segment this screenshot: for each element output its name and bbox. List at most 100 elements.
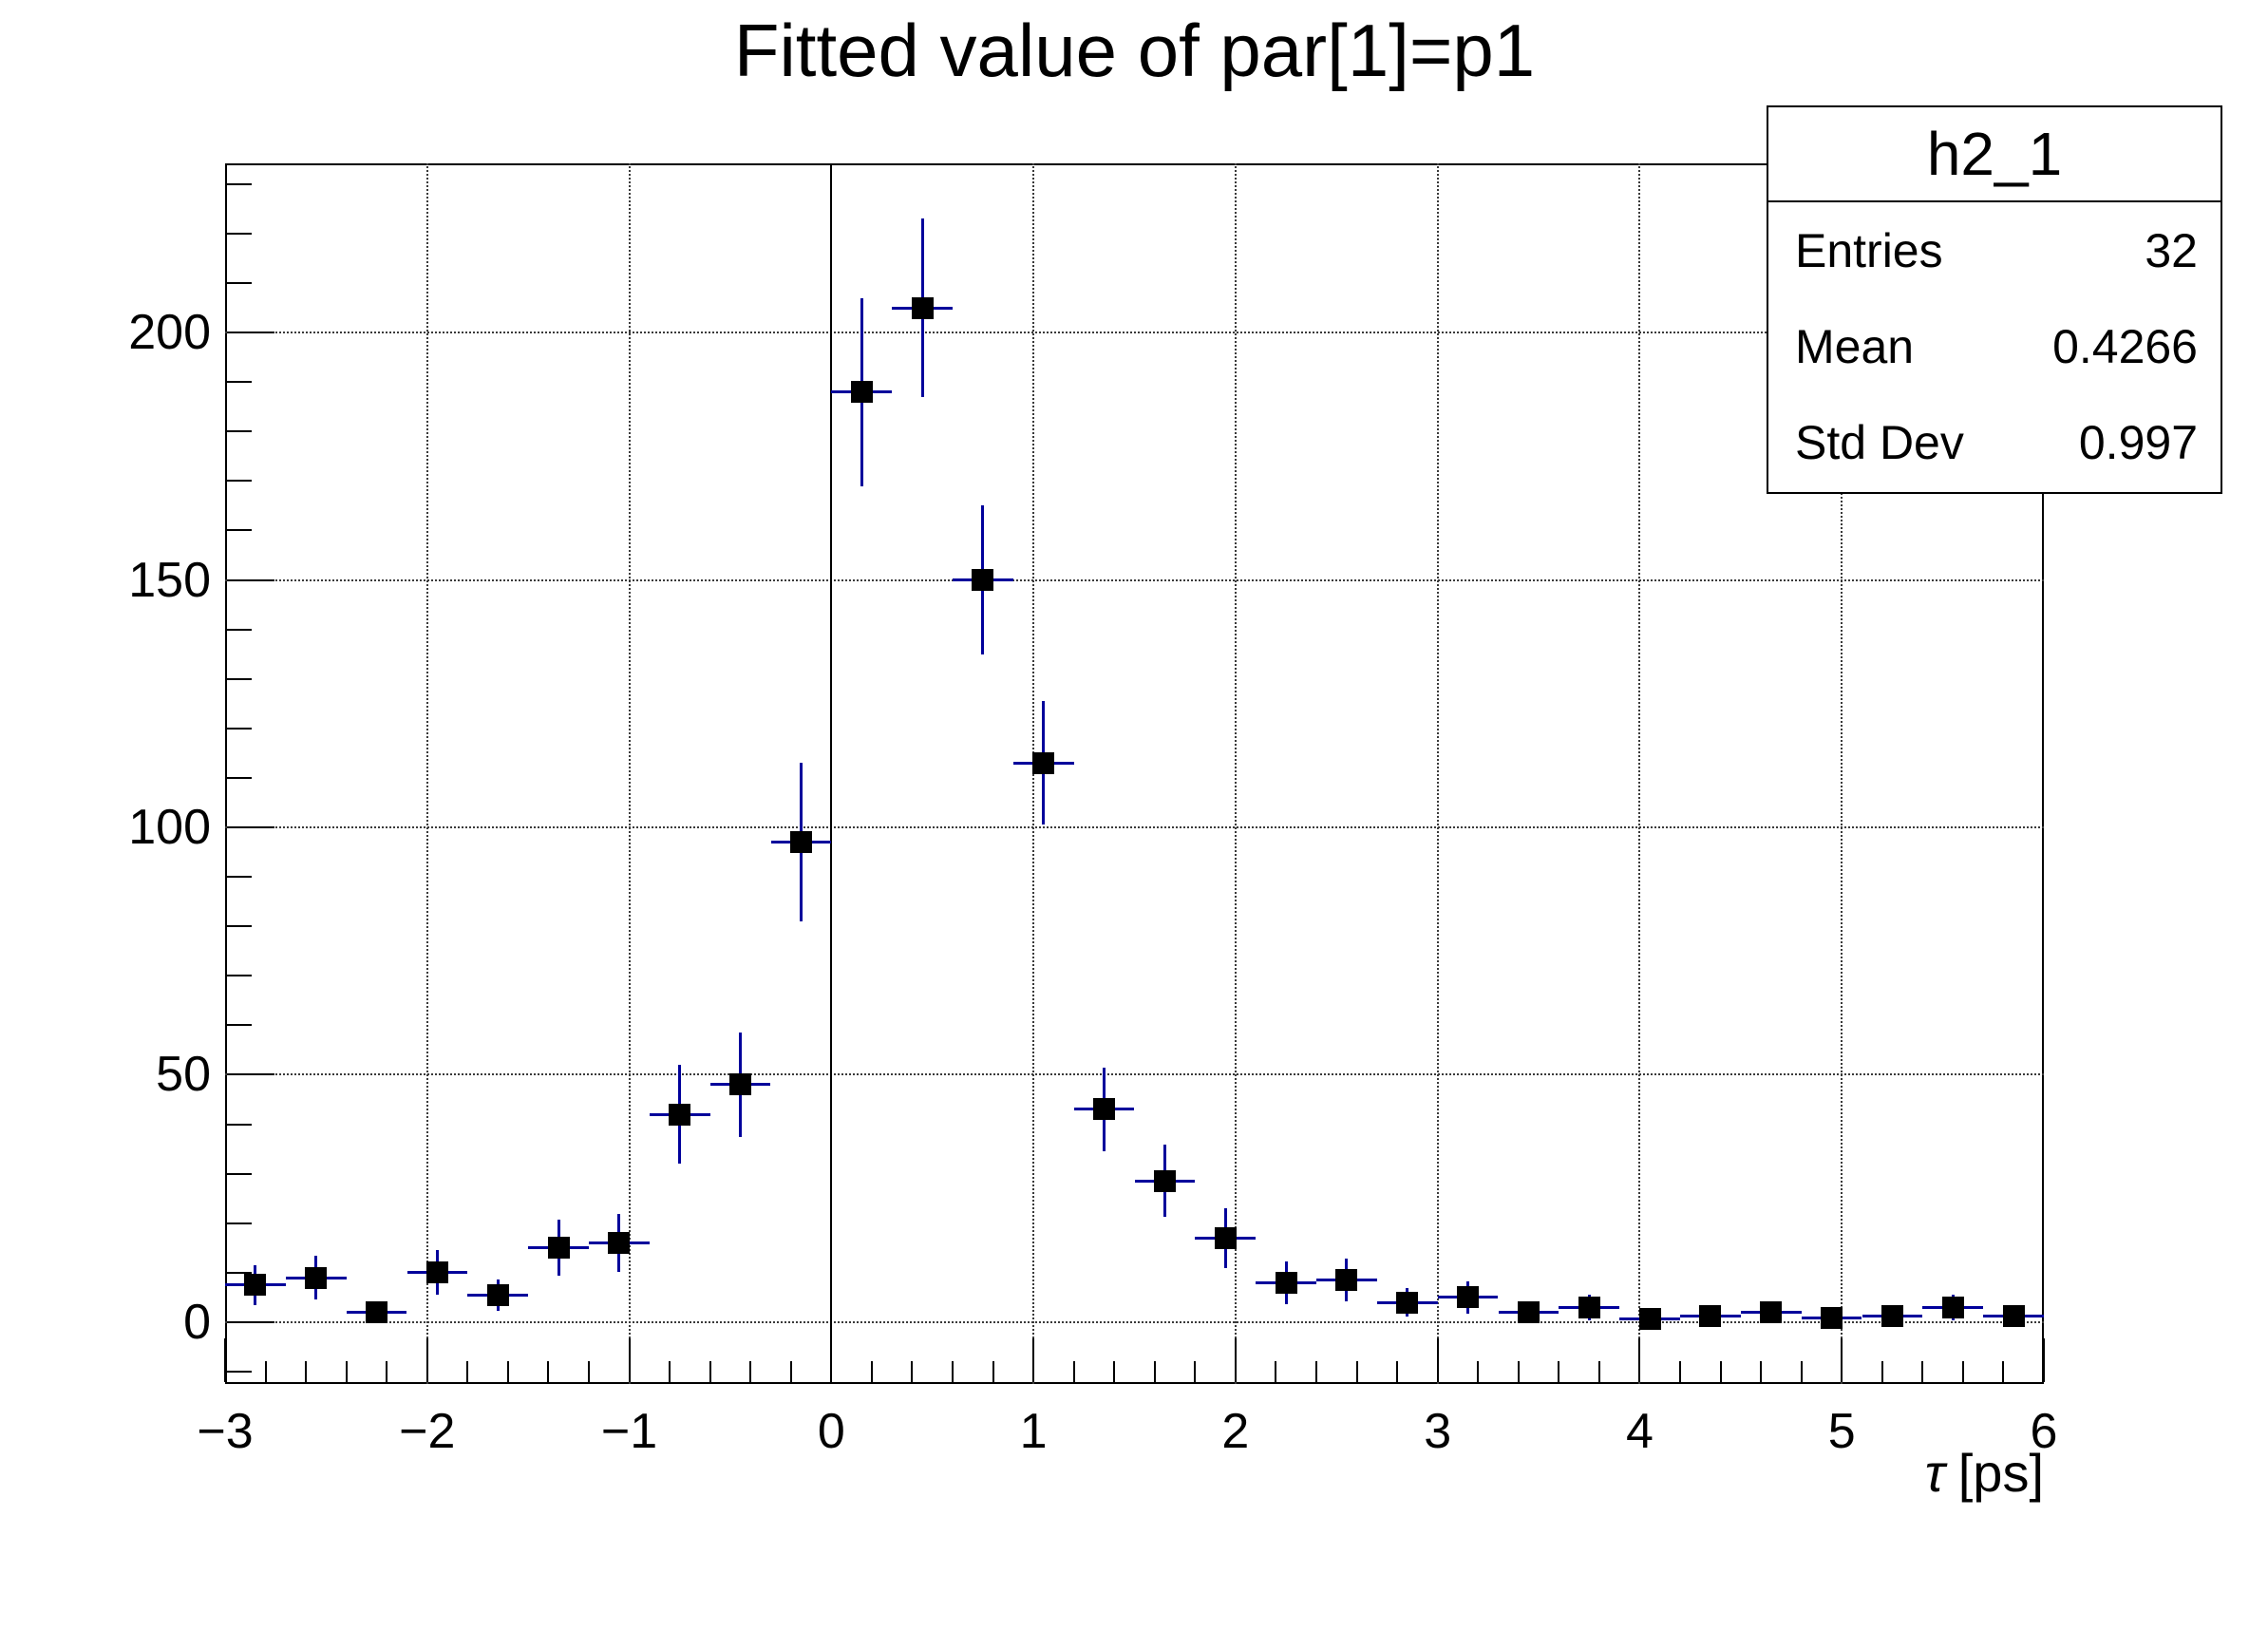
x-tick-label: 4 [1625, 1404, 1654, 1459]
data-point-marker [1699, 1305, 1722, 1328]
x-major-tick [1032, 1338, 1035, 1382]
x-minor-tick [2002, 1361, 2005, 1382]
x-major-tick [425, 1338, 428, 1382]
data-point-marker [547, 1237, 570, 1260]
y-major-tick [227, 332, 274, 334]
y-minor-tick [227, 1271, 252, 1274]
vertical-gridline [1436, 163, 1439, 1384]
x-minor-tick [749, 1361, 752, 1382]
vertical-gridline [1234, 163, 1237, 1384]
plot-frame [225, 163, 2044, 1384]
x-minor-tick [1961, 1361, 1964, 1382]
stats-row-mean: Mean 0.4266 [1795, 298, 2198, 394]
stats-row-stddev: Std Dev 0.997 [1795, 394, 2198, 490]
x-tick-label: 1 [1019, 1404, 1048, 1459]
x-minor-tick [1921, 1361, 1924, 1382]
x-minor-tick [669, 1361, 671, 1382]
stats-box-rows: Entries 32 Mean 0.4266 Std Dev 0.997 [1768, 202, 2221, 490]
x-minor-tick [1477, 1361, 1480, 1382]
y-tick-label: 200 [128, 305, 211, 361]
y-minor-tick [227, 282, 252, 285]
horizontal-gridline [225, 578, 2044, 581]
y-minor-tick [227, 727, 252, 730]
y-minor-tick [227, 628, 252, 631]
data-point-marker [911, 296, 934, 319]
x-major-tick [1638, 1338, 1641, 1382]
y-minor-tick [227, 381, 252, 384]
data-point-marker [1032, 751, 1055, 774]
vertical-gridline [425, 163, 428, 1384]
data-point-marker [850, 381, 873, 404]
x-tick-label: 0 [817, 1404, 845, 1459]
data-point-marker [1760, 1300, 1783, 1323]
data-point-marker [608, 1232, 631, 1255]
data-point-marker [1941, 1296, 1964, 1318]
data-point-marker [729, 1073, 752, 1096]
y-major-tick [227, 578, 274, 581]
x-major-tick [224, 1338, 226, 1382]
vertical-gridline [1841, 163, 1843, 1384]
x-major-tick [830, 1338, 833, 1382]
y-minor-tick [227, 975, 252, 977]
x-tick-label: −3 [197, 1404, 254, 1459]
data-point-marker [1457, 1286, 1480, 1309]
data-point-marker [972, 569, 994, 592]
x-minor-tick [1679, 1361, 1681, 1382]
x-minor-tick [1719, 1361, 1722, 1382]
stats-label-entries: Entries [1795, 223, 1943, 277]
x-minor-tick [1315, 1361, 1317, 1382]
x-major-tick [1234, 1338, 1237, 1382]
x-minor-tick [506, 1361, 509, 1382]
y-tick-label: 0 [183, 1294, 211, 1350]
horizontal-gridline [225, 826, 2044, 828]
y-tick-label: 150 [128, 552, 211, 608]
y-minor-tick [227, 1222, 252, 1224]
horizontal-gridline [225, 1320, 2044, 1323]
y-minor-tick [227, 480, 252, 483]
data-point-marker [1335, 1269, 1358, 1292]
y-minor-tick [227, 677, 252, 680]
stats-label-mean: Mean [1795, 319, 1915, 373]
x-minor-tick [870, 1361, 873, 1382]
x-axis-title-symbol: τ [1924, 1443, 1945, 1503]
data-point-marker [366, 1300, 388, 1323]
y-minor-tick [227, 876, 252, 879]
stats-row-entries: Entries 32 [1795, 202, 2198, 298]
x-minor-tick [547, 1361, 550, 1382]
x-minor-tick [1800, 1361, 1803, 1382]
x-minor-tick [1597, 1361, 1600, 1382]
x-tick-label: −2 [399, 1404, 456, 1459]
y-minor-tick [227, 925, 252, 928]
data-point-marker [2002, 1305, 2025, 1328]
stats-box-title: h2_1 [1768, 107, 2221, 202]
y-minor-tick [227, 1172, 252, 1175]
x-minor-tick [1113, 1361, 1116, 1382]
x-tick-label: 2 [1221, 1404, 1250, 1459]
y-minor-tick [227, 1370, 252, 1373]
x-major-tick [628, 1338, 631, 1382]
x-axis-title-unit: [ps] [1957, 1443, 2044, 1503]
x-minor-tick [1396, 1361, 1399, 1382]
x-minor-tick [1275, 1361, 1277, 1382]
horizontal-gridline [225, 1073, 2044, 1076]
x-tick-label: 3 [1424, 1404, 1452, 1459]
zero-reference-line [830, 163, 833, 1384]
x-minor-tick [1881, 1361, 1883, 1382]
data-point-marker [244, 1274, 267, 1297]
vertical-gridline [1638, 163, 1641, 1384]
y-tick-label: 100 [128, 800, 211, 855]
x-major-tick [1841, 1338, 1843, 1382]
x-minor-tick [305, 1361, 308, 1382]
x-minor-tick [1355, 1361, 1358, 1382]
stats-value-entries: 32 [2145, 223, 2198, 277]
horizontal-gridline [225, 332, 2044, 334]
stats-box: h2_1 Entries 32 Mean 0.4266 Std Dev 0.99… [1767, 105, 2222, 494]
x-minor-tick [952, 1361, 954, 1382]
y-minor-tick [227, 182, 252, 185]
y-major-tick [227, 1073, 274, 1076]
x-tick-label: −1 [600, 1404, 658, 1459]
x-minor-tick [1072, 1361, 1075, 1382]
chart-title: Fitted value of par[1]=p1 [733, 9, 1536, 92]
